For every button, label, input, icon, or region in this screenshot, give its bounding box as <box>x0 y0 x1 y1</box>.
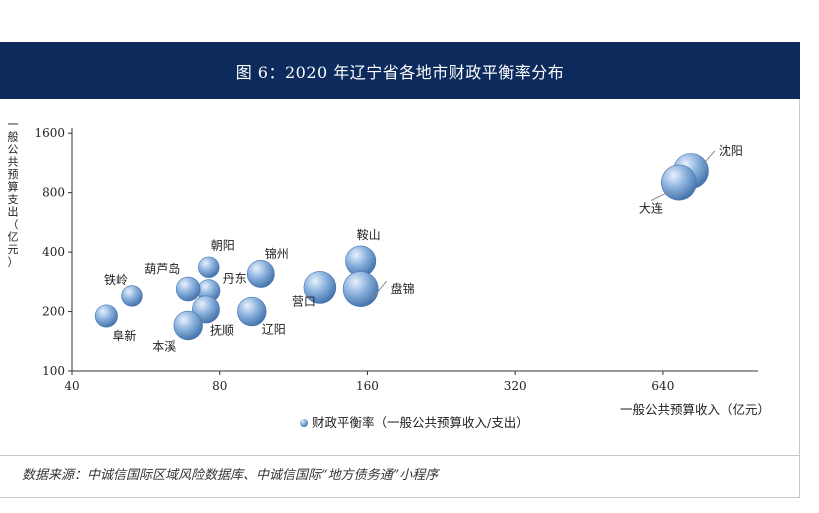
y-axis-label-char: ） <box>8 256 19 269</box>
bubble-营口 <box>303 271 337 304</box>
y-axis-label-char: 算 <box>8 180 19 194</box>
y-tick-label: 200 <box>42 305 65 319</box>
figure-frame <box>0 99 800 498</box>
y-axis-label-char: （ <box>8 218 19 231</box>
bubble-阜新 <box>94 304 118 328</box>
y-axis-label-char: 般 <box>8 131 19 144</box>
y-tick-label: 1600 <box>34 126 65 140</box>
data-label: 盘锦 <box>391 281 415 296</box>
y-axis-label-char: 支 <box>8 193 19 206</box>
bubble-盘锦 <box>342 271 379 307</box>
x-tick-label: 80 <box>212 379 227 393</box>
x-tick-label: 160 <box>356 379 379 393</box>
title-banner: 图 6：2020 年辽宁省各地市财政平衡率分布 <box>0 42 800 99</box>
y-axis-label-char: 出 <box>8 205 19 219</box>
data-label: 本溪 <box>152 339 176 353</box>
data-label: 鞍山 <box>357 227 381 242</box>
data-label: 葫芦岛 <box>144 261 180 276</box>
y-axis-label-char: 公 <box>8 143 19 156</box>
y-tick-label: 800 <box>42 186 65 200</box>
y-axis-label-char: 元 <box>8 243 19 256</box>
figure-title: 图 6：2020 年辽宁省各地市财政平衡率分布 <box>235 63 565 82</box>
x-axis-label: 一般公共预算收入（亿元） <box>620 402 770 417</box>
legend: 财政平衡率（一般公共预算收入/支出） <box>300 415 529 430</box>
y-axis-label-char: 共 <box>8 156 19 169</box>
bubble-大连 <box>661 164 697 201</box>
source-note: 数据来源：中诚信国际区域风险数据库、中诚信国际“地方债务通”小程序 <box>22 468 439 483</box>
data-label: 沈阳 <box>719 143 743 158</box>
x-tick-label: 640 <box>651 379 674 393</box>
bubble-铁岭 <box>121 285 143 307</box>
bubble-锦州 <box>246 260 275 288</box>
x-tick-label: 320 <box>504 379 527 393</box>
label-leader-line <box>372 280 388 299</box>
data-label: 营口 <box>292 294 316 308</box>
label-leader-line <box>702 150 716 165</box>
data-label: 抚顺 <box>210 323 234 337</box>
bubble-本溪 <box>173 310 203 341</box>
data-label: 丹东 <box>223 272 247 286</box>
legend-entry: 财政平衡率（一般公共预算收入/支出） <box>312 415 529 430</box>
y-axis-label-char: 一 <box>8 118 19 131</box>
x-tick-label: 40 <box>64 379 79 393</box>
bubble-朝阳 <box>198 256 220 279</box>
data-label: 锦州 <box>265 247 289 261</box>
data-label: 大连 <box>639 201 663 216</box>
bubble-葫芦岛 <box>175 276 201 302</box>
data-label: 辽阳 <box>262 323 286 337</box>
data-label: 朝阳 <box>211 238 235 252</box>
label-leader-line <box>650 190 671 201</box>
legend-marker <box>300 419 308 427</box>
source-separator <box>0 455 800 456</box>
data-label: 阜新 <box>112 328 136 343</box>
y-tick-label: 400 <box>42 245 65 259</box>
y-axis-label-char: 预 <box>8 168 19 181</box>
y-axis-label-char: 亿 <box>8 231 19 244</box>
y-tick-label: 100 <box>42 364 65 378</box>
data-label: 铁岭 <box>104 273 128 287</box>
bubble-辽阳 <box>237 296 267 327</box>
